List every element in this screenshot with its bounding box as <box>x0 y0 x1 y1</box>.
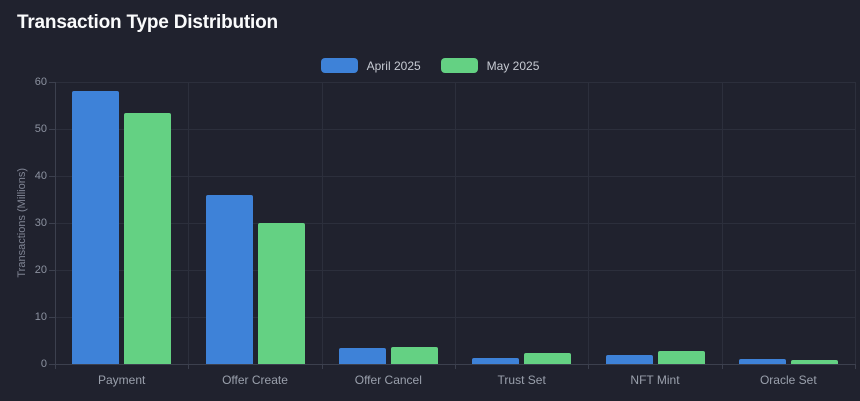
bar-nft-mint-april-2025[interactable] <box>605 355 653 364</box>
bar-trust-set-may-2025[interactable] <box>524 353 572 364</box>
legend-swatch-april-2025 <box>320 58 358 73</box>
bar-offer-cancel-april-2025[interactable] <box>338 347 386 364</box>
gridline-x-boundary-4 <box>588 82 590 364</box>
bar-oracle-set-may-2025[interactable] <box>790 359 838 364</box>
legend-item-may-2025[interactable]: May 2025 <box>440 58 540 73</box>
bar-payment-may-2025[interactable] <box>124 112 172 364</box>
y-tick-mark-60 <box>49 82 55 83</box>
gridline-x-boundary-1 <box>188 82 190 364</box>
x-axis-label-oracle-set: Oracle Set <box>759 373 817 387</box>
bar-offer-cancel-may-2025[interactable] <box>390 346 438 364</box>
bar-oracle-set-april-2025[interactable] <box>738 359 786 364</box>
x-tick-mark-5 <box>721 364 723 369</box>
chart-title: Transaction Type Distribution <box>17 12 278 33</box>
x-axis-label-payment: Payment <box>97 373 146 387</box>
x-tick-mark-1 <box>188 364 190 369</box>
bar-offer-create-may-2025[interactable] <box>257 223 305 364</box>
y-axis-line <box>55 82 56 364</box>
gridline-x-boundary-2 <box>321 82 323 364</box>
x-tick-mark-4 <box>588 364 590 369</box>
chart-legend: April 2025 May 2025 <box>0 58 860 73</box>
legend-label: April 2025 <box>366 58 421 73</box>
y-tick-mark-40 <box>49 176 55 177</box>
y-tick-mark-10 <box>49 317 55 318</box>
y-tick-mark-30 <box>49 223 55 224</box>
x-tick-mark-6 <box>855 364 856 369</box>
x-tick-mark-0 <box>55 364 56 369</box>
legend-item-april-2025[interactable]: April 2025 <box>320 58 421 73</box>
x-tick-mark-3 <box>455 364 456 369</box>
y-tick-label-20: 20 <box>34 264 47 276</box>
bar-payment-april-2025[interactable] <box>72 91 120 364</box>
bar-nft-mint-may-2025[interactable] <box>657 351 705 364</box>
legend-swatch-may-2025 <box>440 58 478 73</box>
y-tick-label-50: 50 <box>34 123 47 135</box>
y-tick-mark-0 <box>49 364 55 365</box>
bar-offer-create-april-2025[interactable] <box>205 194 253 364</box>
gridline-x-boundary-5 <box>721 82 723 364</box>
y-tick-label-40: 40 <box>34 170 47 182</box>
y-tick-label-30: 30 <box>34 217 47 229</box>
gridline-x-boundary-3 <box>455 82 456 364</box>
y-tick-label-10: 10 <box>34 311 47 323</box>
x-axis-label-nft-mint: NFT Mint <box>630 373 680 387</box>
x-axis-line <box>55 364 855 365</box>
x-tick-mark-2 <box>321 364 323 369</box>
x-axis-label-offer-cancel: Offer Cancel <box>354 373 422 387</box>
x-axis-label-offer-create: Offer Create <box>222 373 288 387</box>
y-tick-mark-20 <box>49 270 55 271</box>
y-tick-label-60: 60 <box>34 76 47 88</box>
y-tick-mark-50 <box>49 129 55 130</box>
y-tick-label-0: 0 <box>40 358 47 370</box>
gridline-x-boundary-6 <box>855 82 856 364</box>
bar-trust-set-april-2025[interactable] <box>472 357 520 364</box>
legend-label: May 2025 <box>486 58 540 73</box>
x-axis-label-trust-set: Trust Set <box>497 373 546 387</box>
